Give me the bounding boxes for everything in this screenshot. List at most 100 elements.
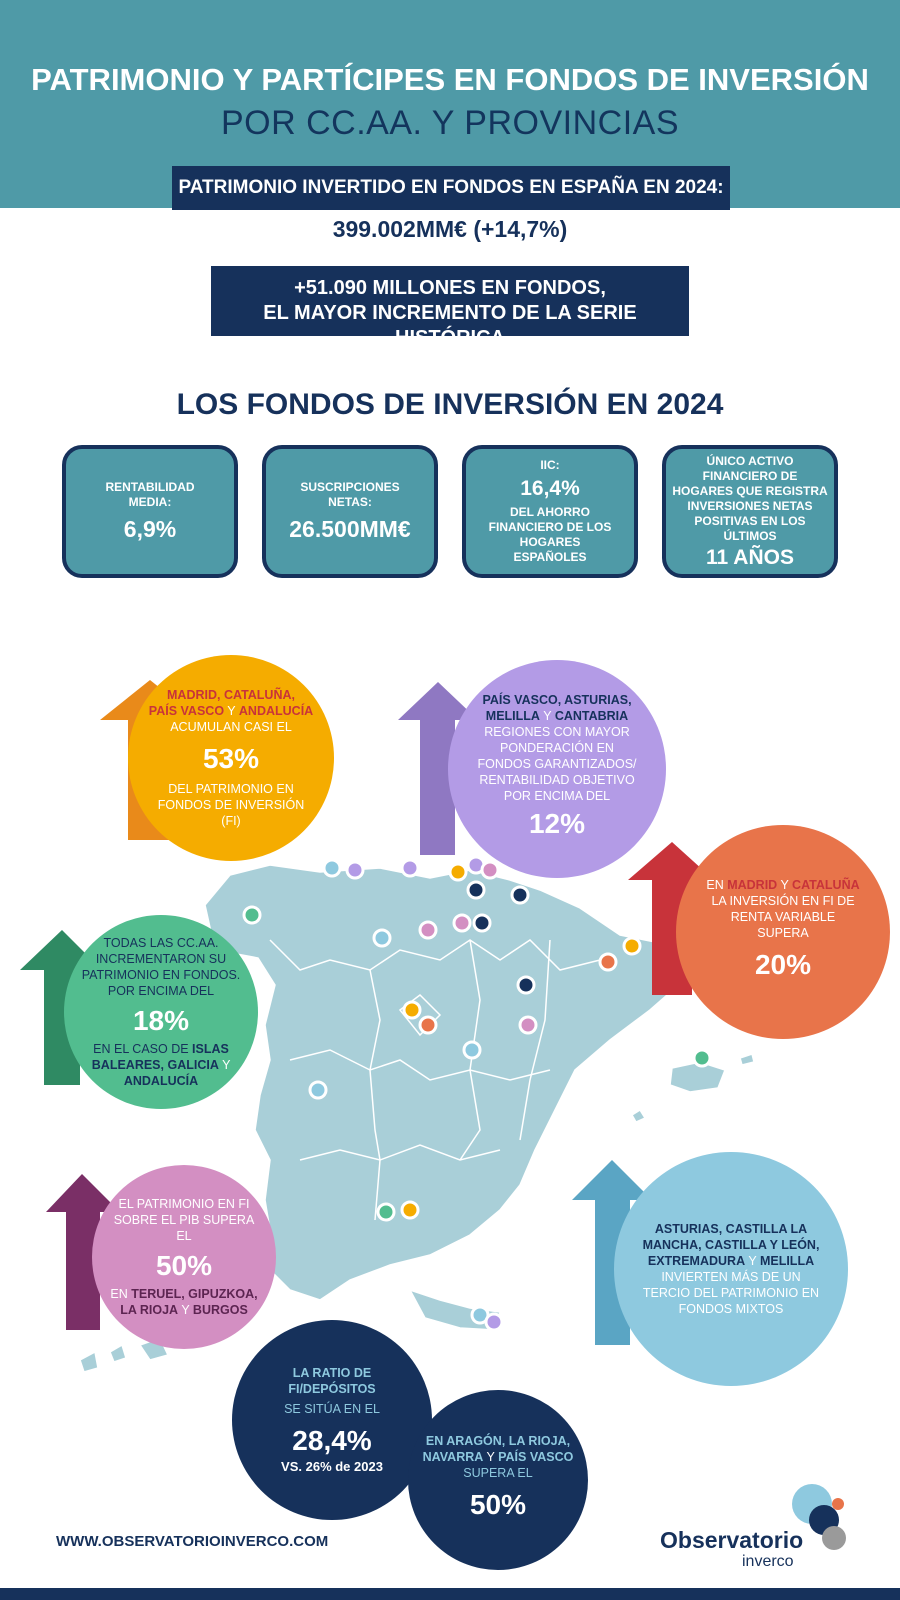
bubble-53-region-a: PAÍS VASCO (148, 704, 225, 718)
pink-arrow (46, 1174, 120, 1330)
increase-line-2: EL MAYOR INCREMENTO DE LA SERIE HISTÓRIC… (263, 302, 637, 349)
logo-title: Observatorio (660, 1527, 804, 1553)
bubble-ratio-percent: 28,4% (292, 1425, 372, 1456)
lightblue-arrow (572, 1160, 652, 1345)
card-value: 6,9% (123, 516, 177, 542)
page-title: PATRIMONIO Y PARTÍCIPES EN FONDOS DE INV… (31, 62, 869, 97)
bubble-dep-regions: EN ARAGÓN, LA RIOJA, NAVARRA (422, 1434, 571, 1464)
pin-red (418, 1015, 438, 1035)
pin-purple (345, 860, 365, 880)
bubble-18-region-b: ANDALUCÍA (123, 1074, 199, 1088)
bubble-18-percent: 18% (132, 1005, 190, 1036)
bubble-ratio-text: SE SITÚA EN EL (284, 1402, 380, 1416)
bubble-ratio: LA RATIO DE FI/DEPÓSITOS SE SITÚA EN EL … (232, 1320, 432, 1520)
pin-green (692, 1048, 712, 1068)
bubble-18-conj: Y (218, 1058, 231, 1072)
bubble-mixtos-conj: Y (745, 1254, 760, 1268)
bubble-20-text: LA INVERSIÓN EN FI DE RENTA VARIABLE SUP… (711, 894, 855, 940)
bubble-pib-region-a: TERUEL, GIPUZKOA, LA RIOJA (120, 1287, 258, 1317)
pin-pink (418, 920, 438, 940)
pin-purple (400, 858, 420, 878)
pin-orange (402, 1000, 422, 1020)
bubble-12: PAÍS VASCO, ASTURIAS, MELILLA Y CANTABRI… (448, 660, 666, 878)
pin-orange (400, 1200, 420, 1220)
pin-purple (484, 1312, 504, 1332)
page-subtitle: POR CC.AA. Y PROVINCIAS (220, 104, 680, 142)
bubble-53-percent: 53% (202, 743, 260, 774)
purple-arrow (398, 682, 478, 855)
card-label: ÚNICO ACTIVO FINANCIERO DE HOGARES QUE R… (672, 453, 828, 543)
card-note: DEL AHORRO FINANCIERO DE LOS HOGARES ESP… (488, 505, 612, 564)
observatorio-logo-mark (792, 1484, 846, 1550)
increase-box: +51.090 MILLONES EN FONDOS, EL MAYOR INC… (211, 266, 689, 349)
pin-lightblue (322, 858, 342, 878)
bubble-20-conj: Y (777, 878, 793, 892)
bubble-20: EN MADRID Y CATALUÑA LA INVERSIÓN EN FI … (676, 825, 890, 1039)
pin-lightblue (372, 928, 392, 948)
bubble-53-regions-1: MADRID, CATALUÑA, (167, 688, 295, 702)
bubble-18-text: TODAS LAS CC.AA. INCREMENTARON SU PATRIM… (81, 936, 241, 998)
bubble-12-text: REGIONES CON MAYOR PONDERACIÓN EN FONDOS… (477, 725, 637, 803)
card-label: SUSCRIPCIONES NETAS: (300, 480, 400, 509)
footer-url[interactable]: WWW.OBSERVATORIOINVERCO.COM (56, 1533, 329, 1550)
bubble-12-percent: 12% (528, 808, 586, 839)
patrimonio-label: PATRIMONIO INVERTIDO EN FONDOS EN ESPAÑA… (172, 166, 730, 210)
bubble-pib-50: EL PATRIMONIO EN FI SOBRE EL PIB SUPERA … (92, 1165, 276, 1349)
pin-navy (510, 885, 530, 905)
bubble-20-en: EN (706, 878, 728, 892)
card-unico-activo: ÚNICO ACTIVO FINANCIERO DE HOGARES QUE R… (662, 445, 838, 578)
logo-subtitle: inverco (742, 1553, 794, 1570)
bubble-53-region-b: ANDALUCÍA (238, 704, 314, 718)
pin-navy (516, 975, 536, 995)
bubble-mixtos-text: INVIERTEN MÁS DE UN TERCIO DEL PATRIMONI… (642, 1270, 820, 1316)
card-label: RENTABILIDAD MEDIA: (105, 480, 195, 509)
bubble-pib-text: EL PATRIMONIO EN FI SOBRE EL PIB SUPERA … (113, 1197, 255, 1243)
bubble-53-conj: Y (224, 704, 239, 718)
bubble-mixtos: ASTURIAS, CASTILLA LA MANCHA, CASTILLA Y… (614, 1152, 848, 1386)
card-value: 16,4% (520, 477, 580, 500)
red-arrow (628, 842, 714, 995)
pin-lightblue (462, 1040, 482, 1060)
pin-orange (448, 862, 468, 882)
map-pins (242, 855, 712, 1332)
bubble-ratio-title: LA RATIO DE FI/DEPÓSITOS (288, 1366, 376, 1396)
bubble-mixtos-regions: ASTURIAS, CASTILLA LA MANCHA, CASTILLA Y… (642, 1222, 820, 1268)
card-rentabilidad: RENTABILIDAD MEDIA: 6,9% (62, 445, 238, 578)
region-borders (269, 939, 601, 1221)
bubble-dep-conj: Y (483, 1450, 499, 1464)
bubble-12-regions-1: PAÍS VASCO, ASTURIAS, (482, 693, 632, 707)
bubble-depositos-50: EN ARAGÓN, LA RIOJA, NAVARRA Y PAÍS VASC… (408, 1390, 588, 1570)
pin-green (376, 1202, 396, 1222)
bubble-20-region-a: MADRID (727, 878, 778, 892)
bubble-12-conj: Y (539, 709, 555, 723)
card-iic: IIC: 16,4% DEL AHORRO FINANCIERO DE LOS … (462, 445, 638, 578)
pin-red (598, 952, 618, 972)
pin-navy (466, 880, 486, 900)
bottom-bar (0, 1588, 900, 1600)
increase-line-1: +51.090 MILLONES EN FONDOS, (294, 277, 606, 299)
bubble-53-text: ACUMULAN CASI EL (170, 720, 292, 734)
pin-lightblue (308, 1080, 328, 1100)
card-suscripciones: SUSCRIPCIONES NETAS: 26.500MM€ (262, 445, 438, 578)
bubble-pib-conj: Y (178, 1303, 193, 1317)
bubble-12-region-a: MELILLA (485, 709, 540, 723)
bubble-18: TODAS LAS CC.AA. INCREMENTARON SU PATRIM… (64, 915, 258, 1109)
bubble-dep-percent: 50% (469, 1489, 527, 1520)
pin-green (242, 905, 262, 925)
bubble-pib-en: EN (110, 1287, 132, 1301)
bubble-mixtos-region-b: MELILLA (759, 1254, 815, 1268)
bubble-18-en: EN EL CASO DE (93, 1042, 193, 1056)
section-title: LOS FONDOS DE INVERSIÓN EN 2024 (176, 388, 724, 421)
bubble-12-region-b: CANTABRIA (554, 709, 629, 723)
pin-navy (472, 913, 492, 933)
bubble-pib-percent: 50% (155, 1250, 213, 1281)
bubble-20-percent: 20% (754, 949, 812, 980)
patrimonio-value: 399.002MM€ (+14,7%) (332, 216, 568, 242)
bubble-pib-region-b: BURGOS (192, 1303, 248, 1317)
pin-orange (622, 936, 642, 956)
bubble-53: MADRID, CATALUÑA, PAÍS VASCO Y ANDALUCÍA… (128, 655, 334, 861)
pin-pink (518, 1015, 538, 1035)
bubble-18-region-a: ISLAS BALEARES, GALICIA (91, 1042, 229, 1072)
bubble-53-text-2: DEL PATRIMONIO EN FONDOS DE INVERSIÓN (F… (157, 782, 305, 828)
card-label: IIC: (540, 458, 560, 472)
